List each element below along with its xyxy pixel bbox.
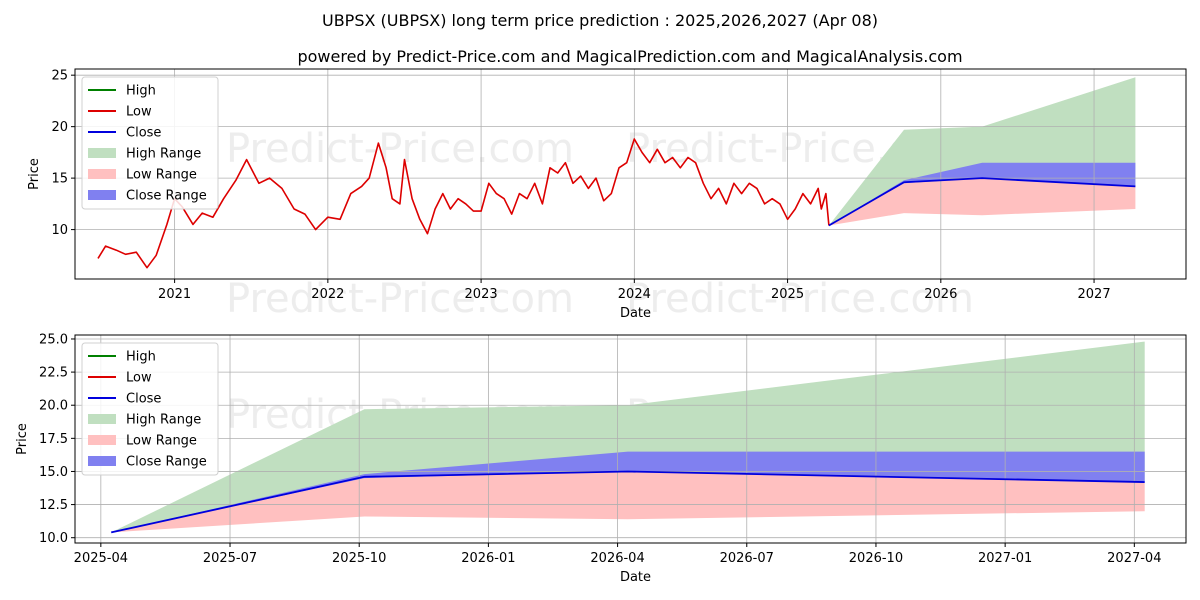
legend-label-high: High	[126, 350, 156, 365]
x-tick-label: 2026-01	[461, 551, 515, 566]
legend-swatch-high-range	[88, 148, 116, 158]
y-tick-label: 10	[51, 223, 68, 238]
y-tick-label: 17.5	[39, 432, 68, 447]
close-forecast-line	[828, 177, 1136, 227]
legend-label-low: Low	[126, 371, 152, 386]
watermark-text: Predict-Price.com	[626, 276, 974, 322]
bottom-chart-panel: Predict-Price.comPredict-Price.com10.012…	[15, 332, 1187, 585]
high-range-band	[828, 77, 1136, 226]
y-axis-label: Price	[15, 423, 30, 455]
x-tick-label: 2025-10	[332, 551, 386, 566]
y-tick-label: 15.0	[39, 465, 68, 480]
x-axis-label: Date	[620, 306, 651, 321]
legend-swatch-low-range	[88, 435, 116, 445]
x-tick-label: 2027	[1078, 287, 1111, 302]
legend-label-close: Close	[126, 392, 161, 407]
plot-frame	[74, 334, 1187, 544]
x-tick-label: 2022	[311, 287, 344, 302]
y-tick-label: 15	[51, 172, 68, 187]
chart-subtitle: powered by Predict-Price.com and Magical…	[297, 47, 962, 66]
legend-label-close-range: Close Range	[126, 455, 207, 470]
low-price-line	[97, 138, 830, 269]
x-tick-label: 2026-04	[590, 551, 644, 566]
legend-swatch-high-range	[88, 414, 116, 424]
top-chart-panel: Predict-Price.com Predict-Price.com Predic…	[27, 68, 1187, 322]
x-tick-label: 2021	[158, 287, 191, 302]
close-forecast-line	[111, 470, 1145, 534]
plot-frame	[74, 68, 1187, 280]
y-tick-label: 12.5	[39, 498, 68, 513]
legend-label-high: High	[126, 84, 156, 99]
x-tick-label: 2024	[618, 287, 651, 302]
watermark-text: Predict-Price.com	[226, 126, 574, 172]
watermark-text: Predict-Price.com	[226, 276, 574, 322]
y-tick-label: 10.0	[39, 531, 68, 546]
x-tick-label: 2025-04	[74, 551, 128, 566]
legend-swatch-close-range	[88, 456, 116, 466]
legend-label-close-range: Close Range	[126, 189, 207, 204]
x-tick-label: 2023	[465, 287, 498, 302]
x-tick-label: 2026	[924, 287, 957, 302]
low-range-band	[111, 471, 1145, 533]
x-tick-label: 2026-10	[849, 551, 903, 566]
y-tick-label: 25	[51, 69, 68, 84]
legend-swatch-close-range	[88, 190, 116, 200]
x-tick-label: 2027-01	[978, 551, 1032, 566]
x-axis-label: Date	[620, 570, 651, 585]
legend-label-low-range: Low Range	[126, 434, 197, 449]
legend-label-close: Close	[126, 126, 161, 141]
x-tick-label: 2025-07	[203, 551, 257, 566]
legend-label-high-range: High Range	[126, 147, 201, 162]
legend-label-low: Low	[126, 105, 152, 120]
low-range-band	[828, 178, 1136, 226]
x-tick-label: 2025	[771, 287, 804, 302]
x-tick-label: 2027-04	[1107, 551, 1161, 566]
x-tick-label: 2026-07	[720, 551, 774, 566]
high-range-band	[111, 341, 1145, 533]
legend-label-low-range: Low Range	[126, 168, 197, 183]
y-tick-label: 25.0	[39, 332, 68, 347]
y-axis-label: Price	[27, 158, 42, 190]
chart-title: UBPSX (UBPSX) long term price prediction…	[322, 11, 878, 30]
y-tick-label: 20	[51, 120, 68, 135]
legend-swatch-low-range	[88, 169, 116, 179]
y-tick-label: 20.0	[39, 399, 68, 414]
legend-label-high-range: High Range	[126, 413, 201, 428]
y-tick-label: 22.5	[39, 366, 68, 381]
